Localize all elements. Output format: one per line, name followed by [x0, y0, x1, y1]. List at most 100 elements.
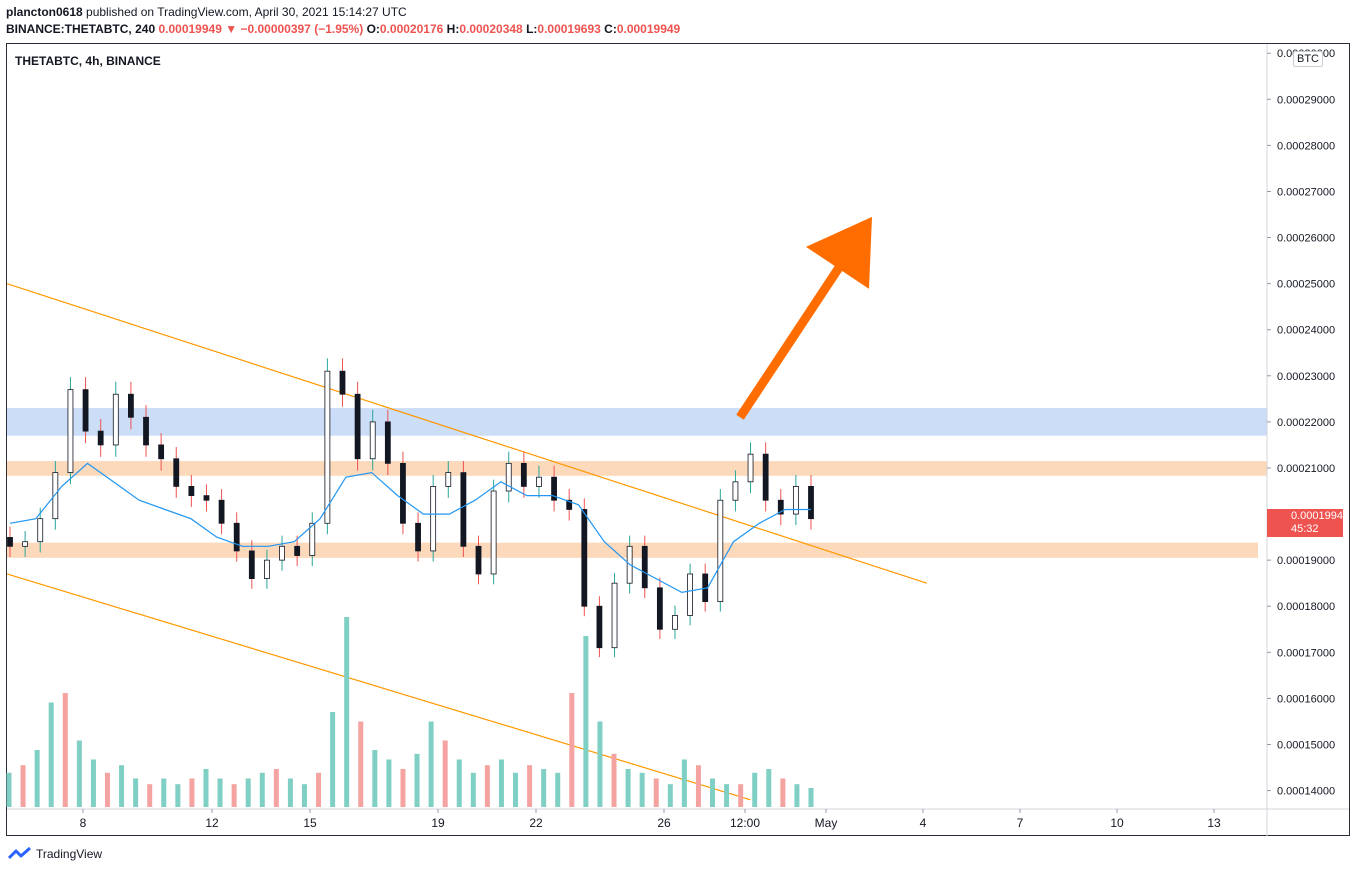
resistance-zone [7, 461, 1267, 476]
x-tick-label: 13 [1207, 816, 1221, 830]
x-tick-label: 10 [1110, 816, 1124, 830]
candle-body [475, 545, 482, 575]
candle-body [581, 509, 588, 607]
y-tick-label: 0.00016000 [1277, 693, 1335, 705]
volume-bar [231, 784, 237, 807]
x-tick-label: 12 [205, 816, 219, 830]
y-tick-label: 0.00014000 [1277, 786, 1335, 798]
open-label: O: [366, 22, 380, 36]
volume-bar [442, 740, 448, 807]
candle-body [415, 522, 421, 552]
volume-bar [794, 784, 800, 807]
currency-badge[interactable]: BTC [1293, 51, 1323, 67]
footer-brand-label: TradingView [36, 847, 103, 861]
candle-body [37, 518, 44, 543]
volume-bar [470, 772, 476, 807]
close-value: 0.00019949 [616, 22, 681, 36]
volume-bar [20, 765, 26, 807]
y-tick-label: 0.00026000 [1277, 233, 1335, 245]
y-tick-label: 0.00024000 [1277, 325, 1335, 337]
volume-bar [203, 769, 209, 807]
volume-bar [400, 769, 406, 807]
ma-layer [9, 462, 811, 594]
candle-body [67, 389, 74, 473]
chart-frame [6, 43, 1350, 836]
down-triangle-icon: ▼ [225, 22, 238, 36]
candle-body [505, 462, 512, 492]
arrow-layer [736, 216, 872, 420]
x-tick-label: 8 [80, 816, 87, 830]
tradingview-logo-icon [8, 847, 31, 860]
volume-bar [710, 778, 716, 807]
price-tag-value: 0.00019949 [1291, 510, 1350, 522]
candle-body [248, 550, 255, 579]
x-tick-label: 19 [431, 816, 445, 830]
candle-body [430, 486, 437, 552]
candle-body [672, 615, 678, 630]
candle-body [566, 499, 573, 510]
volume-bar [287, 778, 293, 807]
volume-bar [541, 769, 547, 807]
candle-body [264, 559, 270, 579]
volume-bar [752, 772, 758, 807]
candle-body [339, 370, 346, 395]
current-price-tag: 0.00019949 45:32 [1267, 509, 1350, 537]
candle-body [203, 495, 210, 501]
candle-body [354, 393, 361, 460]
candle-body [188, 486, 195, 497]
y-tick-label: 0.00023000 [1277, 371, 1335, 383]
volume-bar [808, 788, 814, 807]
candle-body [747, 453, 754, 483]
candle-body [611, 582, 618, 649]
candle-body [445, 472, 452, 487]
volume-bar [498, 759, 504, 807]
last-price: 0.00019949 [158, 22, 222, 36]
candle-body [279, 545, 285, 561]
volume-bar [667, 784, 673, 807]
volume-bar [681, 759, 687, 807]
volume-bar [175, 784, 181, 807]
candle-body [792, 486, 799, 515]
volume-bar [372, 750, 378, 807]
candle-body [656, 587, 663, 630]
volume-bar [386, 759, 392, 807]
candle-body [536, 476, 542, 487]
candle-body [551, 476, 557, 501]
candle-body [641, 545, 648, 589]
candle-body [808, 486, 814, 520]
candle-body [687, 573, 693, 616]
volume-bar [133, 778, 139, 807]
y-tick-label: 0.00027000 [1277, 186, 1335, 198]
candle-body [294, 545, 301, 556]
price-change: −0.00000397 (−1.95%) [240, 22, 364, 36]
volume-layer [6, 617, 814, 807]
volume-bar [625, 769, 631, 807]
candle-body [143, 416, 149, 446]
volume-bar [358, 721, 364, 807]
candle-body [384, 421, 391, 464]
volume-bar [48, 702, 54, 807]
x-tick-label: May [815, 816, 838, 830]
moving-average-line [9, 462, 811, 594]
volume-bar [147, 784, 153, 807]
candle-body [7, 537, 13, 547]
volume-bar [330, 712, 336, 807]
footer-brand[interactable]: TradingView [8, 847, 102, 861]
candle-body [173, 458, 180, 487]
volume-bar [104, 772, 110, 807]
price-tag-countdown: 45:32 [1291, 523, 1319, 535]
candle-body [490, 490, 497, 575]
high-label: H: [446, 22, 460, 36]
y-tick-label: 0.00015000 [1277, 739, 1335, 751]
x-tick-label: 7 [1017, 816, 1024, 830]
volume-bar [456, 759, 462, 807]
trendline-layer [6, 283, 927, 801]
y-tick-label: 0.00029000 [1277, 94, 1335, 106]
volume-bar [90, 759, 96, 807]
author-name[interactable]: plancton0618 [6, 5, 83, 19]
high-value: 0.00020348 [459, 22, 523, 36]
y-tick-label: 0.00021000 [1277, 463, 1335, 475]
volume-bar [189, 778, 195, 807]
volume-bar [273, 769, 279, 807]
